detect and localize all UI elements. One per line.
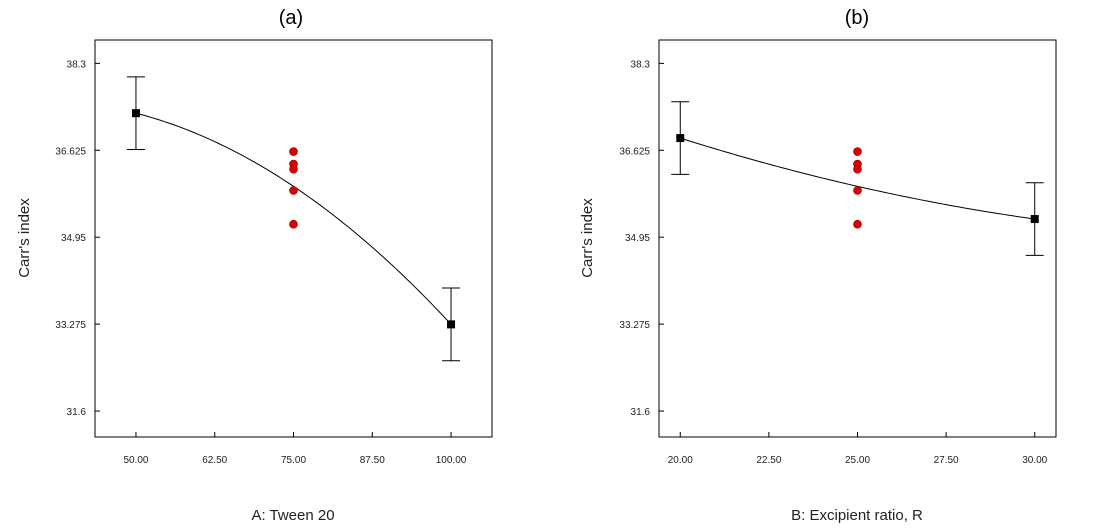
design-point	[853, 186, 862, 195]
chart-panel-b: (b) Carr's index B: Excipient ratio, R 3…	[579, 7, 1057, 524]
x-axis-title-a: A: Tween 20	[251, 507, 334, 524]
chart-title-b: (b)	[845, 7, 869, 29]
y-tick-label: 33.275	[55, 320, 86, 331]
x-tick-label: 62.50	[202, 455, 227, 466]
x-tick-label: 27.50	[934, 455, 959, 466]
y-tick-label: 36.625	[55, 146, 86, 157]
x-tick-label: 30.00	[1022, 455, 1047, 466]
chart-title-a: (a)	[279, 7, 303, 29]
fit-curve-a	[135, 112, 452, 325]
x-axis-title-b: B: Excipient ratio, R	[791, 507, 923, 524]
mean-marker	[1030, 215, 1039, 224]
design-point	[289, 219, 298, 229]
plot-frame-a	[94, 39, 493, 438]
design-point	[853, 147, 862, 156]
design-point	[289, 186, 298, 195]
plot-frame-b	[658, 39, 1057, 438]
y-tick-label: 31.6	[631, 407, 651, 418]
y-tick-label: 38.3	[631, 59, 651, 70]
x-tick-label: 75.00	[281, 455, 306, 466]
y-axis-title-b: Carr's index	[579, 198, 596, 278]
y-axis-title-a: Carr's index	[16, 198, 33, 278]
y-tick-label: 34.95	[61, 233, 86, 244]
mean-marker	[131, 109, 140, 118]
y-tick-label: 31.6	[67, 407, 87, 418]
x-tick-label: 100.00	[436, 455, 467, 466]
x-tick-label: 22.50	[756, 455, 781, 466]
mean-marker	[447, 320, 456, 329]
design-point	[289, 147, 298, 156]
chart-panel-a: (a) Carr's index A: Tween 20 31.6 33.275 3…	[16, 7, 493, 524]
y-tick-label: 36.625	[619, 146, 650, 157]
y-tick-label: 33.275	[619, 320, 650, 331]
design-point	[853, 219, 862, 229]
x-tick-label: 20.00	[668, 455, 693, 466]
design-point	[853, 164, 862, 174]
x-tick-label: 50.00	[123, 455, 148, 466]
mean-marker	[676, 134, 685, 143]
y-tick-label: 34.95	[625, 233, 650, 244]
x-tick-label: 87.50	[360, 455, 385, 466]
design-point	[289, 164, 298, 174]
y-tick-label: 38.3	[67, 59, 87, 70]
x-tick-label: 25.00	[845, 455, 870, 466]
